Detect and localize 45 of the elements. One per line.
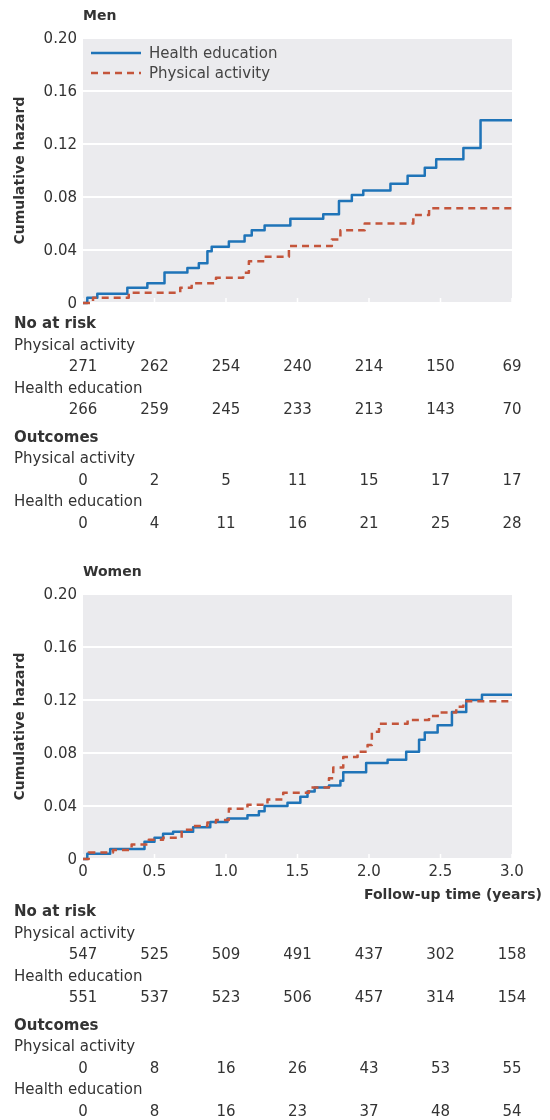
text: Health education — [14, 966, 143, 985]
text: Outcomes — [14, 1015, 99, 1034]
text: 0 8 16 23 37 48 54 — [78, 1101, 522, 1120]
chart-title: Women — [83, 563, 142, 579]
text: 266 259 245 233 213 143 70 — [68, 400, 522, 418]
text: Physical activity — [14, 449, 136, 467]
x-tick-label: 2.5 — [428, 862, 453, 880]
x-tick-label: 0 — [78, 862, 88, 880]
x-tick-label: 1.5 — [285, 862, 310, 880]
text: No at risk — [14, 314, 98, 332]
text: 547 525 509 491 437 302 158 — [68, 945, 527, 963]
text: Health education — [14, 378, 143, 397]
y-axis-title: Cumulative hazard — [11, 652, 27, 801]
y-tick-label: 0.08 — [43, 188, 77, 207]
x-axis-title: Follow-up time (years) — [364, 886, 542, 902]
x-tick-label: 3.0 — [500, 862, 524, 880]
text: 551 537 523 506 457 314 154 — [68, 988, 527, 1006]
x-tick-label: 1.0 — [214, 862, 238, 880]
text: Outcomes — [14, 427, 99, 446]
y-tick-label: 0.04 — [43, 241, 77, 260]
text: Health education — [14, 492, 143, 510]
y-tick-label: 0.16 — [43, 82, 77, 101]
legend-label: Health education — [149, 44, 278, 63]
text: 0 2 5 11 15 17 17 — [78, 470, 522, 489]
y-tick-label: 0.12 — [43, 691, 77, 710]
y-tick-label: 0.16 — [43, 638, 77, 657]
x-tick-label: 0.5 — [142, 862, 167, 880]
y-tick-label: 0.12 — [43, 135, 77, 154]
text: Physical activity — [14, 335, 136, 354]
x-tick-label: 2.0 — [357, 862, 381, 880]
y-tick-label: 0.04 — [43, 797, 77, 816]
y-axis-title: Cumulative hazard — [11, 96, 27, 245]
y-tick-label: 0 — [67, 294, 77, 313]
text: 271 262 254 240 214 150 69 — [68, 357, 522, 375]
text: 0 4 11 16 21 25 28 — [78, 513, 522, 532]
text: No at risk — [14, 902, 98, 920]
y-tick-label: 0.20 — [43, 585, 77, 604]
text: Physical activity — [14, 1037, 136, 1055]
text: Physical activity — [14, 923, 136, 942]
y-tick-label: 0.08 — [43, 744, 77, 763]
y-tick-label: 0.20 — [43, 29, 77, 48]
chart-title: Men — [83, 7, 117, 23]
text: 0 8 16 26 43 53 55 — [78, 1058, 522, 1077]
legend-label: Physical activity — [149, 64, 271, 83]
text: Health education — [14, 1080, 143, 1098]
